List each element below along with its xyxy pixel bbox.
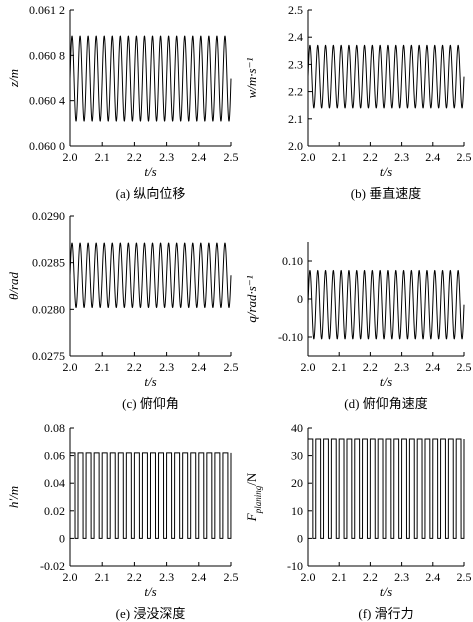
chart-b: 2.0 2.1 2.2 2.3 2.4 2.5 2.0 2.1 2.2 2.3 2.4 2.5 t/s w… xyxy=(244,3,472,201)
x-tick-label-d: 2.2 xyxy=(363,360,378,374)
x-tick-label-f: 2.2 xyxy=(363,570,378,584)
x-tick-label-c: 2.3 xyxy=(159,360,174,374)
x-tick-label-a: 2.5 xyxy=(224,150,239,164)
y-tick-label-e: -0.02 xyxy=(40,559,65,573)
chart-c: 2.0 2.1 2.2 2.3 2.4 2.5 0.0275 0.0280 0.0285 0.02… xyxy=(6,209,239,411)
y-tick-label-f: 10 xyxy=(291,504,303,518)
x-tick-label-f: 2.4 xyxy=(425,570,440,584)
x-tick-label-a: 2.4 xyxy=(191,150,206,164)
x-tick-label-b: 2.0 xyxy=(301,150,316,164)
x-axis-label-f: t/s xyxy=(380,584,392,599)
caption-d: (d) 俯仰角速度 xyxy=(344,396,427,411)
x-tick-label-b: 2.5 xyxy=(457,150,472,164)
x-tick-label-b: 2.1 xyxy=(332,150,347,164)
x-tick-label-e: 2.0 xyxy=(63,570,78,584)
x-axis-label-d: t/s xyxy=(380,374,392,389)
x-tick-label-e: 2.5 xyxy=(224,570,239,584)
y-tick-label-d: -0.10 xyxy=(278,330,303,344)
caption-f: (f) 滑行力 xyxy=(358,606,413,621)
x-tick-label-d: 2.5 xyxy=(457,360,472,374)
x-tick-label-f: 2.0 xyxy=(301,570,316,584)
x-tick-label-c: 2.1 xyxy=(95,360,110,374)
y-tick-label-c: 0.0290 xyxy=(32,209,65,223)
x-tick-label-f: 2.1 xyxy=(332,570,347,584)
x-tick-label-c: 2.4 xyxy=(191,360,206,374)
y-tick-label-b: 2.3 xyxy=(288,57,303,71)
series-line-c xyxy=(69,242,232,309)
x-tick-label-f: 2.3 xyxy=(394,570,409,584)
series-line-f xyxy=(308,438,465,539)
y-tick-label-c: 0.0275 xyxy=(32,349,65,363)
y-tick-label-c: 0.0280 xyxy=(32,302,65,316)
x-tick-label-f: 2.5 xyxy=(457,570,472,584)
y-tick-label-f: -10 xyxy=(287,559,303,573)
y-axis-label-e: h'/m xyxy=(6,486,21,508)
caption-e: (e) 浸没深度 xyxy=(116,606,186,621)
x-tick-label-a: 2.0 xyxy=(63,150,78,164)
y-tick-label-e: 0.04 xyxy=(44,476,65,490)
y-tick-label-d: 0 xyxy=(297,292,303,306)
caption-c: (c) 俯仰角 xyxy=(122,396,179,411)
y-tick-label-f: 0 xyxy=(297,531,303,545)
y-axis-label-d: q/rad·s⁻¹ xyxy=(244,275,259,322)
x-tick-label-e: 2.3 xyxy=(159,570,174,584)
x-tick-label-e: 2.1 xyxy=(95,570,110,584)
caption-b: (b) 垂直速度 xyxy=(351,186,421,201)
y-tick-label-b: 2.0 xyxy=(288,139,303,153)
series-line-b xyxy=(307,44,465,109)
x-tick-label-d: 2.1 xyxy=(332,360,347,374)
y-tick-label-f: 30 xyxy=(291,449,303,463)
y-tick-label-e: 0.06 xyxy=(44,449,65,463)
y-tick-label-f: 40 xyxy=(291,421,303,435)
series-line-d xyxy=(307,269,465,340)
x-tick-label-e: 2.4 xyxy=(191,570,206,584)
y-tick-label-a: 0.060 4 xyxy=(29,94,65,108)
y-tick-label-b: 2.2 xyxy=(288,85,303,99)
x-tick-label-a: 2.1 xyxy=(95,150,110,164)
chart-e: 2.0 2.1 2.2 2.3 2.4 2.5 -0.02 0 0.02 0.04 0.06 0.08… xyxy=(6,421,239,621)
x-tick-label-a: 2.3 xyxy=(159,150,174,164)
x-tick-label-c: 2.5 xyxy=(224,360,239,374)
y-tick-label-a: 0.061 2 xyxy=(29,3,65,17)
y-tick-label-e: 0.02 xyxy=(44,504,65,518)
x-axis-label-e: t/s xyxy=(144,584,156,599)
y-tick-label-e: 0.08 xyxy=(44,421,65,435)
series-line-e xyxy=(70,452,232,539)
y-tick-label-b: 2.5 xyxy=(288,3,303,17)
x-tick-label-b: 2.4 xyxy=(425,150,440,164)
x-axis-label-a: t/s xyxy=(144,164,156,179)
y-tick-label-c: 0.0285 xyxy=(32,256,65,270)
y-tick-label-b: 2.4 xyxy=(288,30,303,44)
y-tick-label-a: 0.060 8 xyxy=(29,48,65,62)
y-tick-label-f: 20 xyxy=(291,476,303,490)
x-axis-label-b: t/s xyxy=(380,164,392,179)
chart-a: 2.0 2.1 2.2 2.3 2.4 2.5 0.060 0 0.060 4 0.060 8 0… xyxy=(6,3,239,201)
y-tick-label-a: 0.060 0 xyxy=(29,139,65,153)
caption-a: (a) 纵向位移 xyxy=(116,186,186,201)
chart-d: 2.0 2.1 2.2 2.3 2.4 2.5 -0.10 0 0.10 t/s q/rad·s⁻¹… xyxy=(244,242,472,411)
y-axis-label-c: θ/rad xyxy=(6,271,21,300)
x-tick-label-d: 2.4 xyxy=(425,360,440,374)
chart-f: 2.0 2.1 2.2 2.3 2.4 2.5 -10 0 10 20 30 40 t/s Fplanin… xyxy=(244,421,472,621)
x-axis-label-c: t/s xyxy=(144,374,156,389)
y-axis-label-a: z/m xyxy=(6,69,21,88)
y-tick-label-d: 0.10 xyxy=(282,254,303,268)
x-tick-label-d: 2.0 xyxy=(301,360,316,374)
y-axis-label-b: w/m·s⁻¹ xyxy=(244,58,259,99)
y-tick-label-e: 0 xyxy=(59,531,65,545)
x-tick-label-e: 2.2 xyxy=(127,570,142,584)
y-tick-label-b: 2.1 xyxy=(288,112,303,126)
x-tick-label-b: 2.2 xyxy=(363,150,378,164)
series-line-a xyxy=(69,35,232,122)
x-tick-label-d: 2.3 xyxy=(394,360,409,374)
x-tick-label-a: 2.2 xyxy=(127,150,142,164)
x-tick-label-c: 2.0 xyxy=(63,360,78,374)
x-tick-label-b: 2.3 xyxy=(394,150,409,164)
x-tick-label-c: 2.2 xyxy=(127,360,142,374)
y-axis-label-f: Fplaning/N xyxy=(244,472,263,522)
